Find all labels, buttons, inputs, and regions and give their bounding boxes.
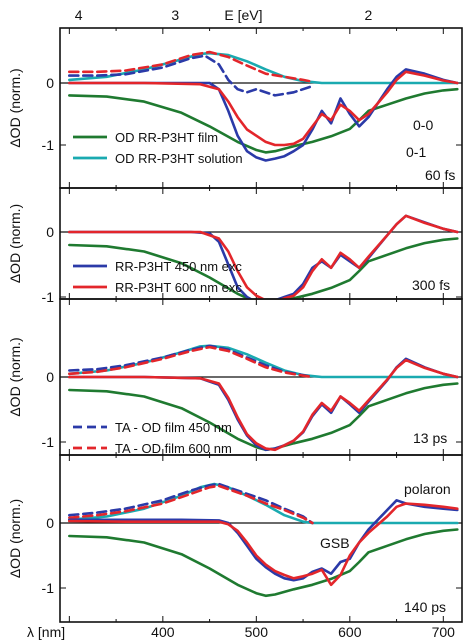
annotation: 0-1 xyxy=(406,144,426,160)
bottom-tick-label: 400 xyxy=(151,624,175,640)
bottom-axis: λ [nm] 400 500 600 700 xyxy=(27,624,455,640)
series-line-red-dashed xyxy=(68,345,314,379)
y-tick-label: 0 xyxy=(46,75,54,91)
series-line-red-solid xyxy=(68,214,459,299)
y-axis-title: ΔOD (norm.) xyxy=(7,68,23,147)
panel-4: 0 -1 ΔOD (norm.) polaron GSB 140 ps xyxy=(7,454,463,623)
legend-label: TA - OD film 450 nm xyxy=(115,420,232,435)
series-line-blue-solid xyxy=(68,357,459,452)
legend-label: RR-P3HT 450 nm exc xyxy=(115,259,242,274)
series-line-green-solid xyxy=(68,528,459,598)
annotation: 0-0 xyxy=(413,117,433,133)
series-line-green-solid xyxy=(68,237,459,299)
series-line-green-solid xyxy=(68,382,459,452)
legend-label: OD RR-P3HT film xyxy=(115,130,218,145)
y-axis-title: ΔOD (norm.) xyxy=(7,499,23,578)
annotation: polaron xyxy=(404,481,451,497)
y-tick-label: -1 xyxy=(42,137,55,153)
series-group xyxy=(68,214,459,299)
y-tick-label: 0 xyxy=(46,369,54,385)
y-tick-label: -1 xyxy=(42,580,55,596)
top-tick-label: 2 xyxy=(365,7,373,23)
series-line-red-solid xyxy=(68,70,459,147)
y-tick-label: -1 xyxy=(42,434,55,450)
series-line-cyan-solid xyxy=(68,344,459,379)
series-group xyxy=(68,50,459,162)
annotation: GSB xyxy=(320,535,350,551)
series-line-blue-solid xyxy=(68,68,459,162)
top-tick-label: 4 xyxy=(75,7,83,23)
panel-frame xyxy=(59,454,463,623)
legend-label: RR-P3HT 600 nm exc xyxy=(115,280,242,295)
bottom-axis-title: λ [nm] xyxy=(27,624,65,640)
series-line-red-dashed xyxy=(68,50,314,84)
series-line-red-solid xyxy=(68,502,459,587)
annotation: 60 fs xyxy=(425,167,455,183)
y-tick-label: -1 xyxy=(42,289,55,305)
bottom-tick-label: 700 xyxy=(432,624,456,640)
y-axis-title: ΔOD (norm.) xyxy=(7,337,23,416)
top-tick-label: 3 xyxy=(171,7,179,23)
legend-label: TA - OD film 600 nm xyxy=(115,441,232,456)
top-axis: E [eV] 4 3 2 xyxy=(75,7,373,23)
annotation: 13 ps xyxy=(413,430,447,446)
y-axis-title: ΔOD (norm.) xyxy=(7,204,23,283)
series-line-blue-dashed xyxy=(68,482,314,525)
series-group xyxy=(68,482,459,598)
annotation: 140 ps xyxy=(404,599,446,615)
y-tick-label: 0 xyxy=(46,224,54,240)
series-group xyxy=(68,344,459,452)
legend: RR-P3HT 450 nm exc RR-P3HT 600 nm exc xyxy=(73,259,242,295)
series-line-red-dashed xyxy=(68,484,314,525)
series-line-blue-dashed xyxy=(68,54,314,97)
y-tick-label: 0 xyxy=(46,515,54,531)
series-line-red-solid xyxy=(68,358,459,452)
legend: OD RR-P3HT film OD RR-P3HT solution xyxy=(73,130,243,166)
legend-label: OD RR-P3HT solution xyxy=(115,151,243,166)
bottom-tick-label: 600 xyxy=(338,624,362,640)
legend: TA - OD film 450 nm TA - OD film 600 nm xyxy=(73,420,232,456)
annotation: 300 fs xyxy=(412,277,450,293)
top-axis-title: E [eV] xyxy=(224,7,262,23)
bottom-tick-label: 500 xyxy=(245,624,269,640)
